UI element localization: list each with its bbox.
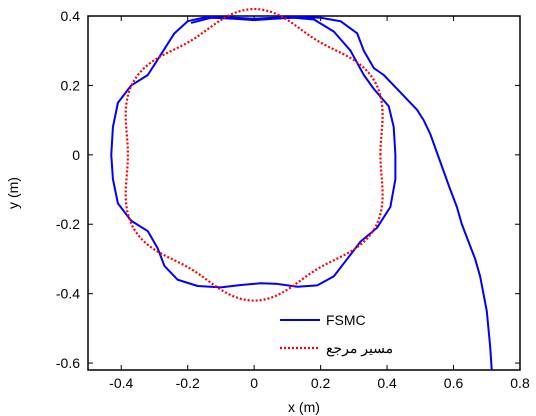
axis-tick-labels: -0.4 -0.2 0 0.2 0.4 0.6 0.8 -0.6 -0.4 -0.2 0 0.2 0.4 [56,8,530,391]
y-tick-label: -0.4 [56,286,80,302]
x-axis-label: x (m) [288,399,320,415]
series-line-reference [124,7,384,302]
legend: FSMC مسیر مرجع [280,312,393,357]
y-tick-label: -0.6 [56,355,80,371]
y-tick-label: 0 [72,147,80,163]
x-tick-label: -0.4 [109,375,133,391]
y-tick-label: -0.2 [56,216,80,232]
x-tick-label: 0.6 [444,375,464,391]
legend-label-fsmc: FSMC [326,312,366,328]
series-line-fsmc [110,15,493,371]
plot-frame [87,15,521,371]
y-tick-label: 0.2 [61,77,81,93]
x-tick-label: 0.4 [377,375,397,391]
x-tick-label: 0.2 [311,375,331,391]
x-tick-label: 0 [250,375,258,391]
axis-ticks [88,15,521,370]
series-layer [110,7,493,371]
y-axis-label: y (m) [5,177,21,209]
y-tick-label: 0.4 [61,8,81,24]
legend-label-reference: مسیر مرجع [326,340,393,357]
x-tick-label: 0.8 [510,375,530,391]
x-tick-label: -0.2 [176,375,200,391]
